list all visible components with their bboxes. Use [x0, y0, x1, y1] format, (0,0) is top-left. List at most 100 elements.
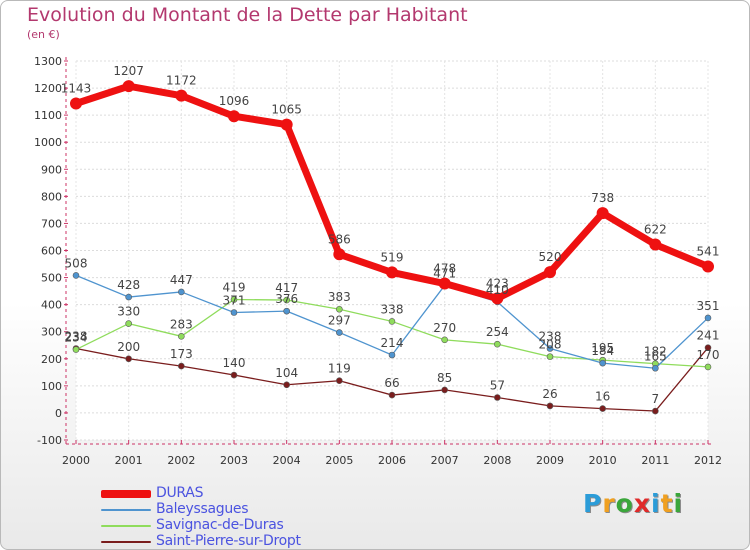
data-point — [599, 359, 606, 367]
y-tick-label: 100 — [41, 380, 62, 393]
data-label: 195 — [591, 341, 614, 355]
data-point — [546, 402, 554, 410]
data-label: 419 — [223, 280, 246, 294]
chart-title: Evolution du Montant de la Dette par Hab… — [27, 4, 468, 26]
data-label: 208 — [539, 338, 562, 352]
data-point — [125, 320, 132, 327]
data-point — [70, 97, 82, 110]
data-point — [438, 277, 451, 290]
data-label: 508 — [65, 256, 88, 270]
data-label: 738 — [591, 191, 614, 205]
data-point — [336, 377, 343, 385]
y-tick-label: 1100 — [34, 109, 62, 122]
logo-letter: x — [633, 489, 651, 518]
y-tick-label: 500 — [41, 272, 62, 285]
data-label: 85 — [437, 371, 452, 385]
y-tick-label: 700 — [41, 217, 62, 230]
data-label: 371 — [223, 293, 246, 307]
data-label: 119 — [328, 362, 351, 376]
data-point — [72, 272, 80, 279]
x-tick-label: 2002 — [167, 454, 195, 467]
data-label: 478 — [433, 262, 456, 276]
data-label: 238 — [539, 329, 562, 343]
data-point — [388, 351, 396, 359]
x-tick-label: 2004 — [273, 454, 301, 467]
logo-letter: i — [673, 489, 684, 518]
y-tick-label: 600 — [41, 245, 62, 258]
y-tick-label: 1000 — [34, 136, 62, 149]
data-label: 238 — [65, 329, 88, 343]
data-point — [652, 364, 659, 372]
data-label: 351 — [697, 299, 720, 313]
data-point — [546, 353, 554, 360]
data-label: 140 — [223, 356, 246, 370]
data-label: 520 — [539, 250, 562, 264]
y-tick-label: 1300 — [34, 55, 62, 68]
data-label: 200 — [117, 340, 140, 354]
data-label: 1096 — [219, 94, 250, 108]
y-tick-label: 1200 — [34, 82, 62, 95]
y-tick-label: 200 — [41, 353, 62, 366]
data-label: 234 — [65, 331, 88, 345]
data-point — [336, 305, 343, 313]
data-point — [125, 293, 132, 301]
legend-swatch — [101, 490, 151, 498]
x-tick-label: 2011 — [641, 454, 669, 467]
data-point — [441, 386, 448, 394]
legend-swatch — [101, 525, 151, 527]
data-point — [441, 336, 448, 344]
data-label: 165 — [644, 349, 667, 363]
y-tick-label: 0 — [55, 407, 62, 420]
data-label: 57 — [490, 378, 505, 392]
chart-unit-label: (en €) — [27, 28, 60, 41]
data-label: 428 — [117, 278, 140, 292]
data-point — [178, 333, 185, 340]
data-point — [386, 266, 398, 279]
data-point — [704, 363, 712, 371]
data-point — [125, 355, 132, 363]
y-tick-label: 300 — [41, 326, 62, 339]
data-label: 254 — [486, 325, 509, 339]
data-label: 338 — [381, 302, 404, 316]
legend-label: DURAS — [156, 485, 204, 501]
data-label: 586 — [328, 232, 351, 246]
data-label: 383 — [328, 290, 351, 304]
proxiti-logo: Proxiti — [583, 489, 683, 518]
data-label: 104 — [275, 366, 298, 380]
x-tick-label: 2003 — [220, 454, 248, 467]
data-point — [178, 288, 185, 296]
data-label: 423 — [486, 276, 509, 290]
y-tick-label: 400 — [41, 299, 62, 312]
data-label: 283 — [170, 317, 193, 331]
data-point — [230, 296, 238, 303]
x-tick-label: 2001 — [115, 454, 143, 467]
data-label: 16 — [595, 390, 610, 404]
data-label: 184 — [591, 344, 614, 358]
data-point — [122, 80, 135, 93]
data-label: 471 — [433, 266, 456, 280]
data-point — [491, 292, 504, 305]
legend-label: Baleyssagues — [156, 501, 249, 517]
data-label: 173 — [170, 347, 193, 361]
data-label: 417 — [275, 281, 298, 295]
logo-letter: i — [651, 489, 661, 518]
data-point — [230, 309, 238, 316]
data-point — [336, 329, 343, 336]
legend-label: Savignac-de-Duras — [156, 517, 284, 533]
data-point — [283, 307, 290, 315]
x-tick-label: 2008 — [483, 454, 511, 467]
data-label: 7 — [652, 392, 660, 406]
data-point — [702, 260, 714, 273]
data-point — [652, 407, 659, 415]
data-point — [544, 266, 556, 279]
data-point — [228, 110, 240, 123]
data-point — [333, 248, 346, 261]
data-point — [649, 238, 662, 251]
data-point — [230, 371, 238, 379]
data-label: 410 — [486, 283, 509, 297]
x-tick-label: 2006 — [378, 454, 406, 467]
logo-letter: P — [583, 489, 603, 518]
data-label: 1065 — [271, 103, 302, 117]
data-point — [283, 381, 290, 389]
data-point — [596, 207, 609, 220]
